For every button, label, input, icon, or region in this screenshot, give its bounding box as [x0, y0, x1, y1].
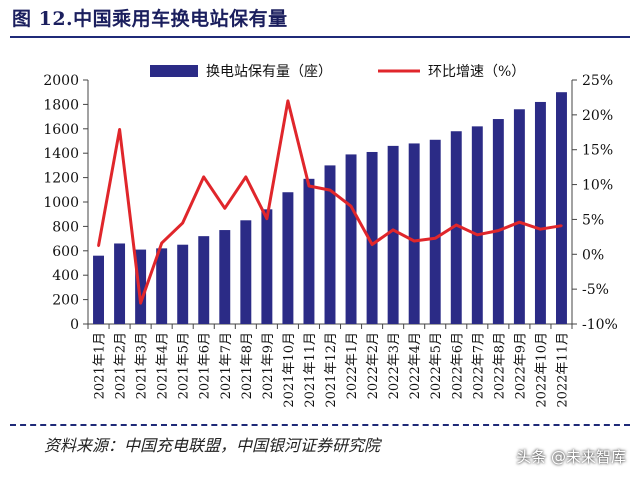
- growth-point-1: [97, 244, 100, 248]
- x-tick-label: 2021年2月: [114, 332, 129, 399]
- x-tick-label: 2021年5月: [177, 332, 192, 399]
- bar-1: [93, 255, 104, 324]
- x-tick-label: 2021年11月: [303, 332, 318, 408]
- source-note: 资料来源：中国充电联盟，中国银河证券研究院: [44, 436, 381, 455]
- growth-point-21: [518, 221, 521, 224]
- y-left-tick-label: 2000: [43, 73, 79, 89]
- growth-point-20: [497, 229, 500, 232]
- y-right-tick-label: 15%: [582, 143, 613, 159]
- growth-point-2: [118, 128, 121, 131]
- bar-19: [471, 126, 483, 324]
- y-right-tick-label: 25%: [582, 73, 613, 89]
- x-tick-label: 2021年12月: [324, 332, 339, 408]
- bar-23: [556, 92, 567, 324]
- bar-4: [156, 248, 168, 324]
- bar-16: [408, 143, 420, 324]
- title-divider: [10, 36, 630, 38]
- bar-20: [492, 119, 504, 324]
- x-tick-label: 2021年9月: [261, 332, 276, 399]
- growth-point-19: [476, 233, 479, 236]
- bar-18: [450, 131, 462, 324]
- bar-5: [177, 244, 189, 324]
- y-left-tick-label: 1200: [43, 171, 79, 187]
- y-right-tick-label: 20%: [582, 108, 613, 124]
- y-left-tick-label: 1400: [43, 146, 79, 162]
- bar-10: [282, 192, 294, 324]
- bar-11: [303, 178, 315, 324]
- x-tick-label: 2022年2月: [366, 332, 381, 399]
- bar-14: [366, 151, 378, 324]
- y-left-tick-label: 1800: [43, 97, 79, 113]
- x-tick-label: 2022年9月: [513, 332, 528, 399]
- x-tick-label: 2022年1月: [345, 332, 360, 399]
- bar-17: [429, 139, 441, 324]
- x-tick-label: 2022年4月: [408, 332, 423, 399]
- growth-point-17: [434, 237, 437, 240]
- growth-point-15: [391, 228, 395, 232]
- growth-point-8: [244, 175, 248, 179]
- growth-point-4: [160, 241, 163, 245]
- legend-bar-label: 换电站保有量（座）: [206, 63, 332, 80]
- x-tick-label: 2022年3月: [387, 332, 402, 399]
- source-divider: [10, 424, 630, 427]
- y-right-tick-label: 0%: [582, 247, 604, 263]
- growth-point-14: [370, 243, 374, 246]
- bar-13: [345, 154, 357, 324]
- bar-22: [534, 101, 546, 325]
- growth-point-5: [181, 221, 184, 225]
- figure-title: 图 12.中国乘用车换电站保有量: [12, 8, 288, 30]
- y-right-tick-label: -5%: [582, 282, 609, 298]
- x-tick-label: 2021年7月: [219, 332, 234, 399]
- growth-point-18: [455, 223, 458, 227]
- x-tick-label: 2022年7月: [471, 332, 486, 399]
- y-left-tick-label: 1600: [43, 122, 79, 138]
- x-tick-label: 2021年8月: [240, 332, 255, 399]
- y-left-tick-label: 200: [52, 293, 79, 309]
- y-left-tick-label: 400: [52, 268, 79, 284]
- y-left-tick-label: 600: [52, 244, 79, 260]
- bar-15: [387, 145, 399, 324]
- growth-point-7: [223, 207, 226, 210]
- growth-point-23: [560, 224, 563, 227]
- watermark: 头条 @未来智库: [516, 448, 626, 466]
- bar-21: [513, 109, 525, 324]
- x-tick-label: 2022年6月: [450, 332, 465, 399]
- y-left-tick-label: 800: [52, 219, 79, 235]
- growth-point-3: [139, 301, 142, 305]
- growth-point-11: [307, 184, 311, 188]
- growth-point-13: [349, 204, 353, 208]
- bar-12: [324, 165, 336, 324]
- growth-point-22: [539, 227, 542, 231]
- x-tick-label: 2021年1月: [93, 332, 108, 399]
- growth-point-9: [265, 217, 269, 220]
- y-right-tick-label: 10%: [582, 178, 613, 194]
- x-tick-label: 2022年8月: [492, 332, 507, 399]
- y-left-tick-label: 1000: [43, 195, 79, 211]
- legend-line-label: 环比增速（%）: [428, 64, 525, 80]
- legend-bar-swatch: [150, 65, 198, 77]
- bar-2: [114, 243, 126, 324]
- x-tick-label: 2021年10月: [282, 332, 297, 408]
- y-left-tick-label: 0: [70, 317, 79, 333]
- x-tick-label: 2022年10月: [534, 332, 549, 408]
- bar-3: [135, 249, 147, 324]
- x-tick-label: 2021年3月: [135, 332, 150, 399]
- chart: 0 200 400 600 800 1000 1200 1400 1600 1800 2000 -10…: [43, 63, 618, 408]
- x-tick-label: 2022年5月: [429, 332, 444, 399]
- x-tick-label: 2021年4月: [156, 332, 171, 399]
- bar-6: [198, 236, 210, 324]
- bar-7: [219, 230, 231, 324]
- x-tick-label: 2021年6月: [198, 332, 213, 399]
- growth-point-10: [286, 99, 290, 103]
- growth-point-6: [202, 175, 205, 179]
- growth-point-16: [412, 239, 416, 243]
- bar-9: [261, 209, 273, 324]
- y-right-tick-label: 5%: [582, 212, 604, 228]
- y-right-tick-label: -10%: [582, 317, 618, 333]
- x-tick-label: 2022年11月: [555, 332, 570, 408]
- growth-point-12: [328, 188, 332, 192]
- bar-8: [240, 220, 252, 324]
